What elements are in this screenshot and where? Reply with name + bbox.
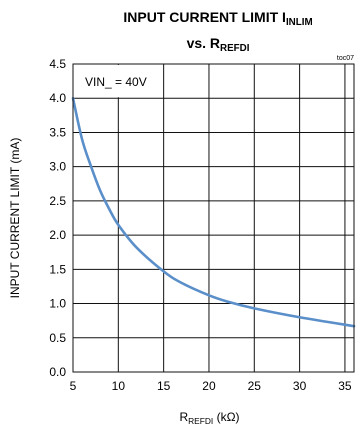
x-axis-label: RREFDI (kΩ)	[179, 410, 239, 426]
y-tick-label: 1.0	[49, 297, 66, 311]
y-tick-label: 2.5	[49, 194, 66, 208]
y-tick-label: 0.5	[49, 331, 66, 345]
plot-frame	[72, 63, 355, 373]
chart-title-line2: vs. RREFDI	[187, 35, 250, 54]
x-tick-label: 15	[157, 379, 171, 393]
y-tick-label: 4.5	[49, 57, 66, 71]
y-tick-label: 3.0	[49, 160, 66, 174]
x-tick-label: 20	[202, 379, 216, 393]
y-tick-label: 0.0	[49, 365, 66, 379]
y-tick-label: 1.5	[49, 262, 66, 276]
series-line	[71, 96, 356, 328]
annotation-text: VIN_ = 40V	[85, 75, 147, 89]
x-tick-label: 10	[112, 379, 126, 393]
x-tick-label: 5	[70, 379, 77, 393]
y-tick-label: 2.0	[49, 228, 66, 242]
corner-tag: toc07	[337, 55, 354, 62]
x-tick-label: 30	[293, 379, 307, 393]
ticks: 5 10 15 20 25 30 35 0.0 0.5 1.0 1.5 2.0 2.5 3.0 3.5 4.0…	[49, 57, 352, 393]
y-tick-label: 3.5	[49, 125, 66, 139]
x-tick-label: 35	[338, 379, 352, 393]
y-axis-label: INPUT CURRENT LIMIT (mA)	[8, 138, 22, 299]
chart-title-line1: INPUT CURRENT LIMIT IINLIM	[123, 9, 312, 28]
y-tick-label: 4.0	[49, 91, 66, 105]
x-tick-label: 25	[248, 379, 262, 393]
annotation-box: VIN_ = 40V	[74, 65, 147, 98]
